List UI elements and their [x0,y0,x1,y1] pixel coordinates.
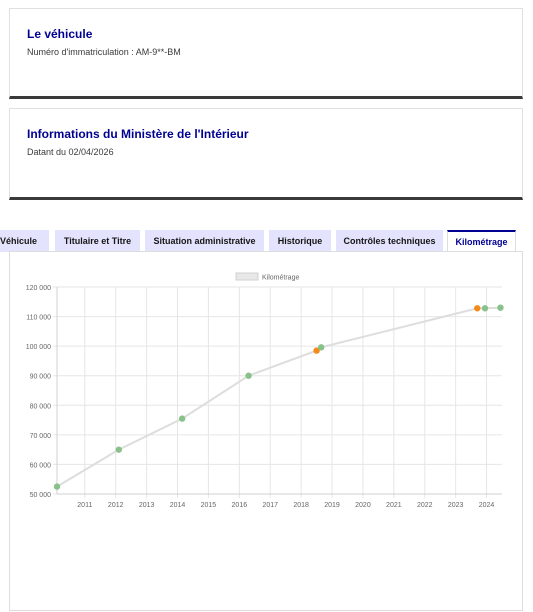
y-tick-label: 110 000 [26,315,51,322]
x-tick-label: 2015 [201,502,217,509]
x-tick-label: 2012 [108,502,124,509]
ministry-data-date: Datant du 02/04/2026 [27,147,114,157]
y-tick-label: 120 000 [26,285,51,292]
legend-swatch [235,272,259,281]
x-tick-label: 2016 [232,502,248,509]
tab-situation-administrative[interactable]: Situation administrative [145,230,264,252]
y-tick-label: 60 000 [30,462,52,469]
mileage-point [178,415,186,422]
x-tick-label: 2024 [479,502,495,509]
x-tick-label: 2021 [386,502,402,509]
x-tick-label: 2019 [324,502,340,509]
mileage-point [481,305,489,312]
registration-number: Numéro d'immatriculation : AM-9**-BM [27,47,181,57]
legend-label: Kilométrage [262,275,299,282]
x-tick-label: 2020 [355,502,371,509]
tab-controles-techniques[interactable]: Contrôles techniques [336,230,443,252]
mileage-point [53,483,61,490]
tab-titulaire-et-titre[interactable]: Titulaire et Titre [55,230,140,252]
x-tick-label: 2023 [448,502,464,509]
mileage-point [115,446,123,453]
mileage-point [497,304,504,311]
x-tick-label: 2022 [417,502,433,509]
vehicle-card-title: Le véhicule [27,27,93,41]
mileage-chart: 50 000 60 000 70 000 80 000 90 000 100 000 110… [26,272,504,509]
tab-bar: Véhicule Titulaire et Titre Situation ad… [0,230,533,252]
y-tick-label: 70 000 [30,433,52,440]
tab-vehicule[interactable]: Véhicule [0,230,49,252]
tab-kilometrage[interactable]: Kilométrage [447,230,516,252]
x-tick-label: 2017 [262,502,278,509]
mileage-line [56,306,501,488]
y-tick-label: 80 000 [30,403,52,410]
mileage-point [474,305,481,312]
mileage-point [318,344,325,351]
vehicle-card: Le véhicule Numéro d'immatriculation : A… [9,8,523,99]
x-tick-label: 2018 [293,502,309,509]
x-tick-label: 2011 [77,502,92,509]
mileage-point [313,347,320,354]
y-tick-label: 100 000 [26,344,51,351]
tab-historique[interactable]: Historique [269,230,331,252]
ministry-info-card: Informations du Ministère de l'Intérieur… [9,108,523,200]
y-tick-label: 90 000 [30,374,52,381]
mileage-point [245,372,252,379]
y-tick-label: 50 000 [30,492,52,499]
kilometrage-panel: 50 000 60 000 70 000 80 000 90 000 100 000 110… [9,251,523,611]
x-tick-label: 2013 [139,502,155,509]
x-tick-label: 2014 [170,502,186,509]
ministry-card-title: Informations du Ministère de l'Intérieur [27,127,249,141]
